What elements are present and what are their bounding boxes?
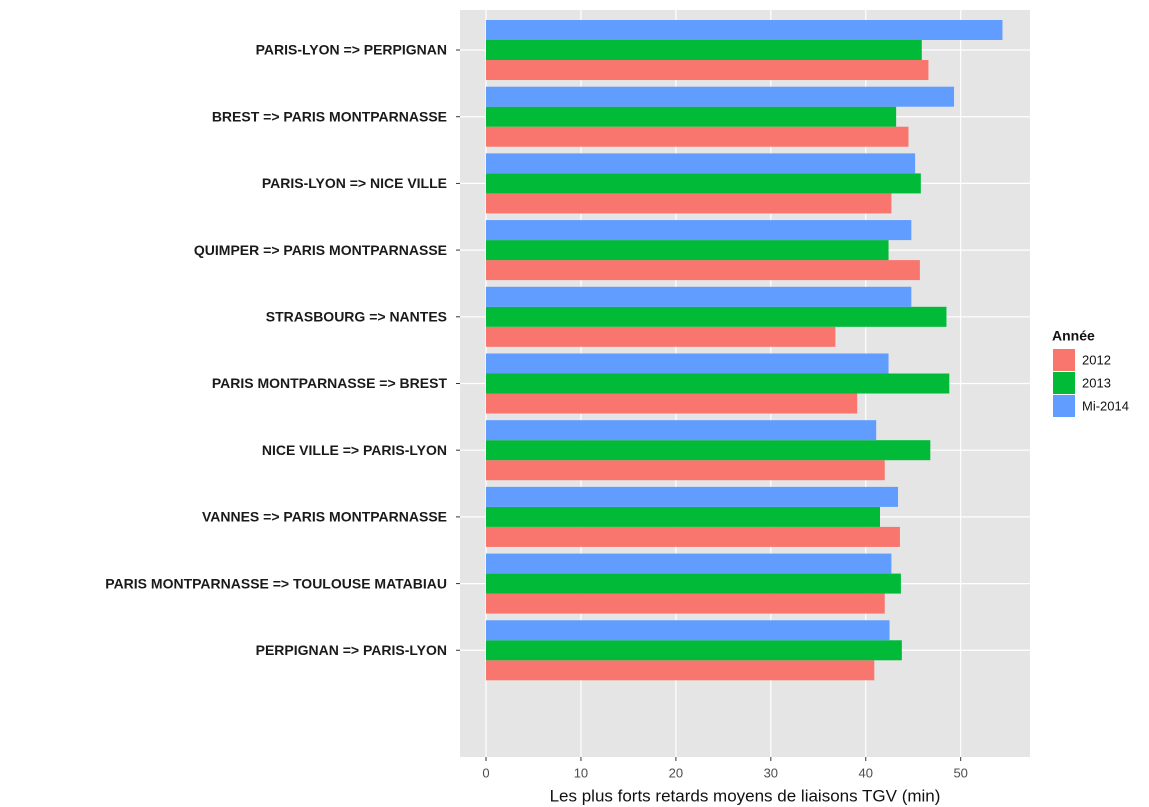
bar — [486, 353, 889, 374]
bar — [486, 460, 885, 481]
bar — [486, 506, 880, 527]
x-tick-label: 40 — [859, 765, 873, 780]
bar — [486, 60, 929, 81]
bar — [486, 420, 877, 441]
bar — [486, 526, 900, 547]
bar — [486, 260, 920, 281]
y-tick-label: PARIS-LYON => PERPIGNAN — [256, 42, 447, 58]
bar — [486, 240, 889, 261]
y-tick-label: NICE VILLE => PARIS-LYON — [262, 442, 447, 458]
x-tick-label: 50 — [953, 765, 967, 780]
bar — [486, 486, 899, 507]
legend-label: Mi-2014 — [1082, 398, 1129, 413]
bar — [486, 286, 912, 307]
bar — [486, 620, 890, 641]
bar — [486, 106, 897, 127]
bar — [486, 640, 902, 661]
bar — [486, 660, 875, 681]
bar — [486, 220, 912, 241]
x-tick-label: 30 — [764, 765, 778, 780]
bar — [486, 440, 931, 461]
bar — [486, 40, 922, 61]
y-tick-label: BREST => PARIS MONTPARNASSE — [212, 108, 447, 124]
bar — [486, 553, 892, 574]
bar — [486, 393, 858, 414]
bar — [486, 573, 901, 594]
legend-title: Année — [1052, 328, 1095, 344]
legend-label: 2012 — [1082, 352, 1111, 367]
x-tick-label: 20 — [669, 765, 683, 780]
y-tick-label: PARIS MONTPARNASSE => BREST — [212, 375, 448, 391]
y-tick-label: VANNES => PARIS MONTPARNASSE — [202, 509, 447, 525]
bar — [486, 173, 921, 194]
y-tick-label: PARIS MONTPARNASSE => TOULOUSE MATABIAU — [105, 575, 447, 591]
y-tick-label: PERPIGNAN => PARIS-LYON — [256, 642, 447, 658]
y-tick-label: PARIS-LYON => NICE VILLE — [262, 175, 447, 191]
bar — [486, 20, 1003, 41]
x-tick-label: 0 — [482, 765, 489, 780]
y-tick-label: STRASBOURG => NANTES — [266, 309, 447, 325]
legend-swatch — [1053, 349, 1075, 371]
bar — [486, 86, 955, 107]
bar — [486, 593, 885, 614]
bar — [486, 193, 892, 214]
x-tick-label: 10 — [574, 765, 588, 780]
bar — [486, 126, 909, 147]
legend-swatch — [1053, 372, 1075, 394]
bar — [486, 373, 950, 394]
bar — [486, 306, 947, 327]
bar — [486, 153, 916, 174]
x-axis-title: Les plus forts retards moyens de liaison… — [550, 786, 941, 805]
legend-label: 2013 — [1082, 375, 1111, 390]
y-tick-label: QUIMPER => PARIS MONTPARNASSE — [194, 242, 447, 258]
legend-swatch — [1053, 395, 1075, 417]
bar — [486, 326, 836, 347]
